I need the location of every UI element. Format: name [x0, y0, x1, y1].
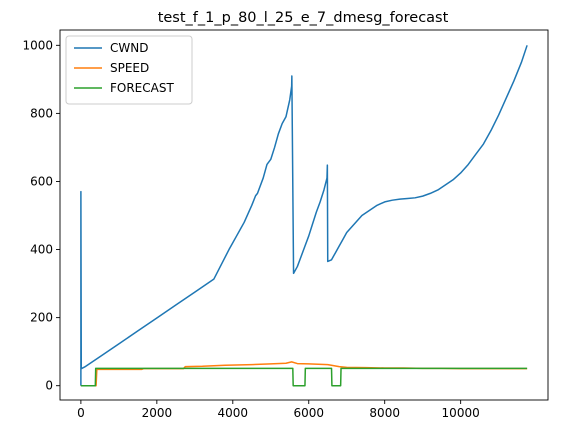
plot-area: 0 2000 4000 6000 8000 10000 0 200 400 600 800 1000	[22, 29, 549, 420]
chart-title: test_f_1_p_80_l_25_e_7_dmesg_forecast	[158, 10, 449, 26]
y-tick-label: 0	[45, 379, 53, 393]
x-axis: 0 2000 4000 6000 8000 10000	[77, 400, 480, 420]
legend-label: CWND	[110, 41, 148, 55]
legend: CWND SPEED FORECAST	[65, 35, 193, 105]
x-tick-label: 10000	[442, 406, 480, 420]
series-line-speed	[80, 361, 528, 387]
legend-label: SPEED	[110, 61, 149, 75]
series-line-cwnd	[80, 45, 528, 386]
x-tick-label: 6000	[293, 406, 324, 420]
x-tick-label: 8000	[369, 406, 400, 420]
x-tick-label: 4000	[218, 406, 249, 420]
y-tick-label: 400	[30, 243, 53, 257]
series-layer	[80, 45, 528, 387]
y-axis: 0 200 400 600 800 1000	[22, 38, 60, 393]
y-tick-label: 200	[30, 311, 53, 325]
legend-box	[65, 35, 193, 105]
series-line-forecast	[80, 367, 528, 387]
y-tick-label: 1000	[22, 38, 53, 52]
y-tick-label: 600	[30, 174, 53, 188]
x-tick-label: 0	[77, 406, 85, 420]
y-tick-label: 800	[30, 106, 53, 120]
legend-label: FORECAST	[110, 81, 174, 95]
plot-frame	[59, 29, 549, 401]
x-tick-label: 2000	[142, 406, 173, 420]
